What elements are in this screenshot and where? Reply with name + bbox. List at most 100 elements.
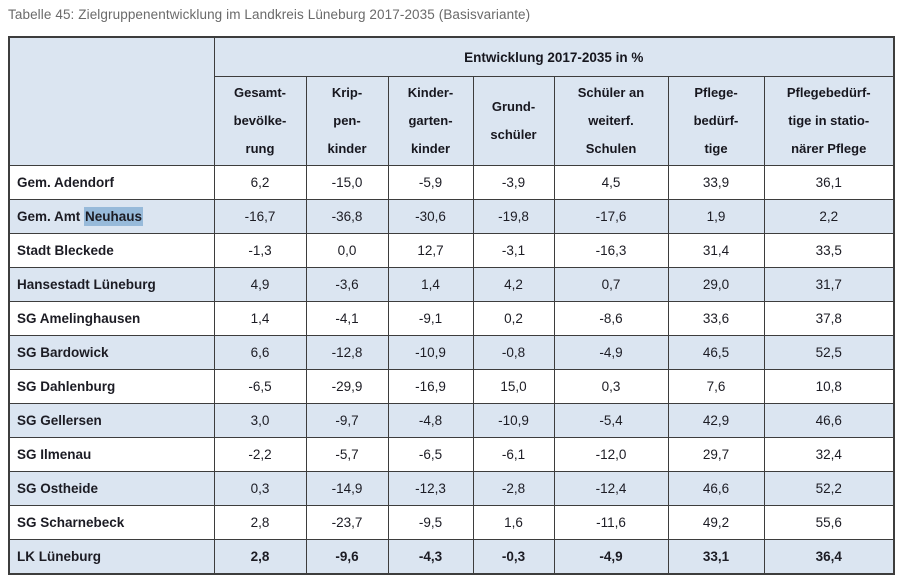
- value-cell: 1,6: [472, 505, 555, 540]
- value-cell: 2,8: [213, 505, 307, 540]
- value-cell: -9,1: [387, 301, 474, 336]
- value-cell: 0,7: [553, 267, 669, 302]
- value-cell: -2,2: [213, 437, 307, 472]
- value-cell: -14,9: [305, 471, 389, 506]
- value-cell: -29,9: [305, 369, 389, 404]
- value-cell: -0,3: [472, 539, 555, 575]
- value-cell: 46,6: [763, 403, 895, 438]
- value-cell: 42,9: [667, 403, 765, 438]
- value-cell: 6,2: [213, 165, 307, 200]
- value-cell: -10,9: [387, 335, 474, 370]
- value-cell: 33,1: [667, 539, 765, 575]
- value-cell: 10,8: [763, 369, 895, 404]
- row-name-cell: SG Scharnebeck: [8, 505, 215, 540]
- value-cell: -5,9: [387, 165, 474, 200]
- value-cell: -9,7: [305, 403, 389, 438]
- value-cell: -3,9: [472, 165, 555, 200]
- row-name-cell: SG Ilmenau: [8, 437, 215, 472]
- value-cell: -4,9: [553, 335, 669, 370]
- value-cell: 3,0: [213, 403, 307, 438]
- value-cell: 32,4: [763, 437, 895, 472]
- column-header-kindergartenkinder: Kinder- garten- kinder: [387, 76, 474, 166]
- table-row: Hansestadt Lüneburg 4,9 -3,6 1,4 4,2 0,7 29,0 3…: [8, 267, 895, 302]
- value-cell: -9,5: [387, 505, 474, 540]
- table-body: Gem. Adendorf 6,2 -15,0 -5,9 -3,9 4,5 33,9 36,1…: [8, 165, 895, 575]
- value-cell: 7,6: [667, 369, 765, 404]
- value-cell: 52,2: [763, 471, 895, 506]
- value-cell: -15,0: [305, 165, 389, 200]
- table-row: Gem. Adendorf 6,2 -15,0 -5,9 -3,9 4,5 33,9 36,1: [8, 165, 895, 200]
- value-cell: -12,0: [553, 437, 669, 472]
- row-name-text: Gem. Amt: [17, 209, 85, 224]
- value-cell: 0,0: [305, 233, 389, 268]
- column-header-stationaere-pflege: Pflegebedürf- tige in statio- närer Pfle…: [763, 76, 895, 166]
- value-cell: 46,5: [667, 335, 765, 370]
- table-row: SG Ostheide 0,3 -14,9 -12,3 -2,8 -12,4 46,6 52,…: [8, 471, 895, 506]
- column-header-gesamtbevoelkerung: Gesamt- bevölke- rung: [213, 76, 307, 166]
- value-cell: -6,1: [472, 437, 555, 472]
- column-header-krippenkinder: Krip- pen- kinder: [305, 76, 389, 166]
- table-row: SG Bardowick 6,6 -12,8 -10,9 -0,8 -4,9 46,5 52,…: [8, 335, 895, 370]
- value-cell: -5,7: [305, 437, 389, 472]
- value-cell: -12,4: [553, 471, 669, 506]
- value-cell: -3,6: [305, 267, 389, 302]
- highlighted-text: Neuhaus: [84, 207, 144, 226]
- row-name-cell: SG Gellersen: [8, 403, 215, 438]
- value-cell: 36,4: [763, 539, 895, 575]
- corner-cell: [8, 36, 215, 166]
- value-cell: -5,4: [553, 403, 669, 438]
- value-cell: 12,7: [387, 233, 474, 268]
- table-row: SG Gellersen 3,0 -9,7 -4,8 -10,9 -5,4 42,9 46,6: [8, 403, 895, 438]
- value-cell: -16,9: [387, 369, 474, 404]
- value-cell: -2,8: [472, 471, 555, 506]
- value-cell: 49,2: [667, 505, 765, 540]
- value-cell: -3,1: [472, 233, 555, 268]
- value-cell: 4,2: [472, 267, 555, 302]
- value-cell: 1,9: [667, 199, 765, 234]
- group-header-cell: Entwicklung 2017-2035 in %: [213, 36, 895, 77]
- value-cell: -4,9: [553, 539, 669, 575]
- value-cell: -6,5: [387, 437, 474, 472]
- value-cell: -10,9: [472, 403, 555, 438]
- value-cell: -16,7: [213, 199, 307, 234]
- value-cell: 46,6: [667, 471, 765, 506]
- row-name-cell: SG Dahlenburg: [8, 369, 215, 404]
- table-row: Stadt Bleckede -1,3 0,0 12,7 -3,1 -16,3 31,4 33…: [8, 233, 895, 268]
- value-cell: 0,2: [472, 301, 555, 336]
- column-header-grundschueler: Grund- schüler: [472, 76, 555, 166]
- value-cell: -36,8: [305, 199, 389, 234]
- value-cell: -17,6: [553, 199, 669, 234]
- column-header-row: Gesamt- bevölke- rung Krip- pen- kinder …: [9, 76, 895, 166]
- value-cell: -8,6: [553, 301, 669, 336]
- table-row: LK Lüneburg 2,8 -9,6 -4,3 -0,3 -4,9 33,1 36,4: [8, 539, 895, 575]
- value-cell: -4,8: [387, 403, 474, 438]
- value-cell: -9,6: [305, 539, 389, 575]
- table-row: SG Ilmenau -2,2 -5,7 -6,5 -6,1 -12,0 29,7 32,4: [8, 437, 895, 472]
- table-caption: Tabelle 45: Zielgruppenentwicklung im La…: [8, 7, 531, 22]
- value-cell: -4,1: [305, 301, 389, 336]
- table-row: Gem. Amt Neuhaus -16,7 -36,8 -30,6 -19,8 -17,…: [8, 199, 895, 234]
- value-cell: 4,9: [213, 267, 307, 302]
- value-cell: -16,3: [553, 233, 669, 268]
- value-cell: -30,6: [387, 199, 474, 234]
- value-cell: 33,5: [763, 233, 895, 268]
- value-cell: 4,5: [553, 165, 669, 200]
- value-cell: 31,4: [667, 233, 765, 268]
- value-cell: 0,3: [213, 471, 307, 506]
- value-cell: 0,3: [553, 369, 669, 404]
- row-name-cell: Gem. Adendorf: [8, 165, 215, 200]
- row-name-cell: Hansestadt Lüneburg: [8, 267, 215, 302]
- value-cell: -12,3: [387, 471, 474, 506]
- value-cell: 2,2: [763, 199, 895, 234]
- value-cell: -6,5: [213, 369, 307, 404]
- table-row: SG Dahlenburg -6,5 -29,9 -16,9 15,0 0,3 7,6 10,…: [8, 369, 895, 404]
- value-cell: 36,1: [763, 165, 895, 200]
- value-cell: -4,3: [387, 539, 474, 575]
- value-cell: 55,6: [763, 505, 895, 540]
- value-cell: 15,0: [472, 369, 555, 404]
- value-cell: 29,0: [667, 267, 765, 302]
- value-cell: -23,7: [305, 505, 389, 540]
- value-cell: 33,9: [667, 165, 765, 200]
- value-cell: 37,8: [763, 301, 895, 336]
